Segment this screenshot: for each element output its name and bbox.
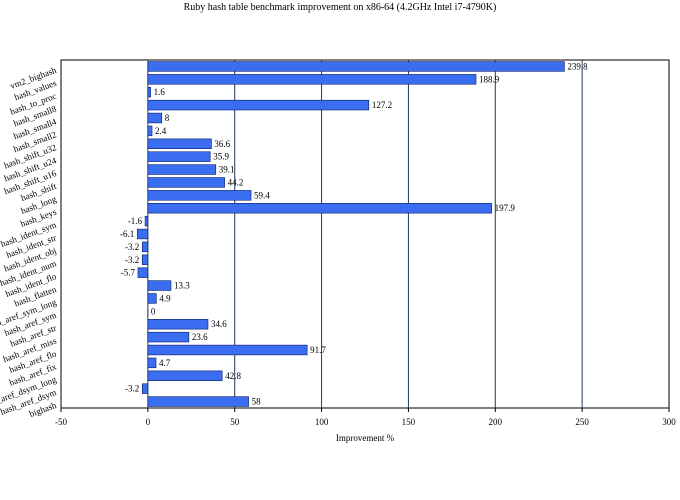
x-tick-label: 150 <box>402 417 416 427</box>
bar <box>147 151 211 162</box>
bar <box>147 370 223 381</box>
x-axis-title: Improvement % <box>336 433 395 443</box>
bar <box>136 228 149 240</box>
bar <box>147 396 249 407</box>
data-label: -6.1 <box>120 229 134 239</box>
bar <box>147 61 565 72</box>
bar <box>147 293 157 304</box>
bar <box>137 267 149 278</box>
bar <box>141 254 149 265</box>
bar <box>147 74 477 85</box>
chart-title: Ruby hash table benchmark improvement on… <box>184 2 497 13</box>
gridlines <box>147 60 583 408</box>
category-labels: vm2_bighashhash_valueshash_to_prochash_s… <box>0 65 58 419</box>
data-label: 23.6 <box>192 332 208 342</box>
data-label: 4.7 <box>159 358 171 368</box>
data-label: 35.9 <box>213 152 229 162</box>
data-label: 127.2 <box>372 100 392 110</box>
bar <box>147 357 157 369</box>
bar <box>147 177 225 188</box>
data-label: 44.2 <box>228 177 244 187</box>
bar <box>147 280 172 291</box>
data-label: 36.6 <box>214 139 230 149</box>
data-label: 4.9 <box>159 293 171 303</box>
bar <box>147 190 252 201</box>
data-label: 13.3 <box>174 281 190 291</box>
data-label: -1.6 <box>128 216 143 226</box>
data-label: 59.4 <box>254 190 270 200</box>
data-label: -5.7 <box>121 268 136 278</box>
data-label: -3.2 <box>125 384 139 394</box>
bar <box>147 164 217 175</box>
bar <box>147 112 163 124</box>
data-label: 91.7 <box>310 345 326 355</box>
data-label: 239.8 <box>567 61 588 71</box>
data-labels: 239.8 188.9 1.6 127.2 8 2.4 36.6 35.9 39.1 44.2 59… <box>120 61 588 406</box>
x-tick-label: 200 <box>489 417 503 427</box>
bar <box>147 319 209 330</box>
data-label: 8 <box>165 113 170 123</box>
plot-area-frame <box>60 59 670 409</box>
data-label: 188.9 <box>479 74 500 84</box>
data-label: -3.2 <box>125 255 139 265</box>
bars <box>136 61 565 407</box>
bar <box>147 125 153 137</box>
bar <box>147 331 190 343</box>
data-label: 42.8 <box>225 371 241 381</box>
x-tick-label: 250 <box>575 417 589 427</box>
data-label: 34.6 <box>211 319 227 329</box>
bar <box>147 138 212 149</box>
bar <box>141 241 149 253</box>
bar <box>144 215 149 227</box>
bar <box>147 344 308 356</box>
x-tick-label: 0 <box>146 417 151 427</box>
data-label: 0 <box>151 306 156 316</box>
x-axis-ticks: -50 0 50 100 150 200 250 300 <box>55 408 676 427</box>
bar <box>141 383 149 394</box>
bar <box>147 203 492 214</box>
data-label: 197.9 <box>495 203 516 213</box>
bar <box>147 99 370 111</box>
x-tick-label: 100 <box>315 417 329 427</box>
x-tick-label: 300 <box>662 417 676 427</box>
x-tick-label: 50 <box>230 417 240 427</box>
data-label: 58 <box>252 397 262 407</box>
data-label: 1.6 <box>154 87 166 97</box>
data-label: 39.1 <box>219 165 235 175</box>
data-label: 2.4 <box>155 126 167 136</box>
data-label: -3.2 <box>125 242 139 252</box>
bar <box>147 87 151 98</box>
x-tick-label: -50 <box>55 417 67 427</box>
